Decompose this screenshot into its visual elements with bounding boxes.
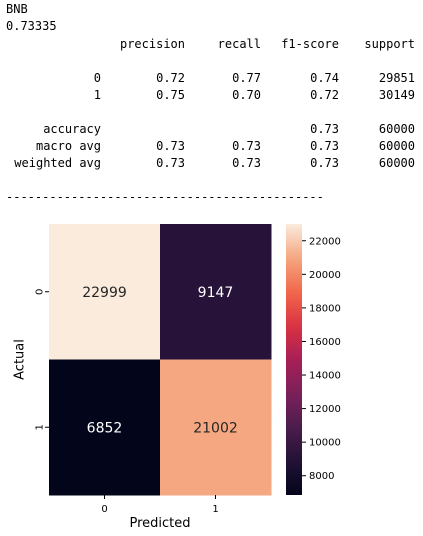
colorbar-tick-label: 10000 [309, 438, 341, 449]
accuracy-support: 60000 [378, 122, 415, 136]
colorbar-tick-label: 16000 [309, 337, 341, 348]
colorbar-tick-label: 18000 [309, 303, 341, 314]
row-label: 1 [93, 88, 101, 102]
y-axis-label: Actual [13, 339, 28, 380]
avg-f1: 0.73 [310, 139, 339, 153]
header-support: support [364, 37, 415, 51]
avg-precision: 0.73 [156, 139, 185, 153]
avg-label: weighted avg [14, 156, 101, 170]
cell-value-label: 21002 [193, 420, 238, 436]
header-recall: recall [217, 37, 261, 51]
cell-value-label: 6852 [87, 420, 123, 436]
heatmap-cell [160, 359, 272, 496]
colorbar-tick-label: 12000 [309, 404, 341, 415]
heatmap-cell [160, 224, 272, 360]
colorbar-tick-label: 22000 [309, 236, 341, 247]
header-precision: precision [119, 37, 185, 51]
avg-recall: 0.73 [232, 156, 261, 170]
avg-recall: 0.73 [232, 139, 261, 153]
accuracy-f1: 0.73 [310, 122, 339, 136]
avg-f1: 0.73 [310, 156, 339, 170]
row-precision: 0.72 [156, 71, 185, 85]
row-support: 30149 [378, 88, 415, 102]
avg-label: macro avg [35, 139, 101, 153]
accuracy-score: 0.73335 [6, 19, 57, 33]
heatmap-cell [49, 224, 161, 360]
y-tick-label: 0 [35, 289, 46, 295]
cell-value-label: 9147 [198, 285, 234, 301]
row-recall: 0.77 [232, 71, 261, 85]
row-f1: 0.72 [310, 88, 339, 102]
heatmap-cell [49, 359, 161, 496]
colorbar-tick-label: 8000 [309, 471, 334, 482]
colorbar-gradient [286, 224, 302, 495]
separator-line: ----------------------------------------… [6, 190, 324, 204]
row-f1: 0.74 [310, 71, 339, 85]
avg-precision: 0.73 [156, 156, 185, 170]
x-tick-label: 0 [101, 504, 107, 515]
y-tick-label: 1 [35, 424, 46, 430]
row-label: 0 [93, 71, 101, 85]
header-f1-score: f1-score [281, 37, 339, 51]
row-support: 29851 [378, 71, 415, 85]
model-name: BNB [6, 2, 28, 16]
cell-value-label: 22999 [82, 285, 127, 301]
colorbar-tick-label: 14000 [309, 371, 341, 382]
avg-support: 60000 [378, 156, 415, 170]
row-recall: 0.70 [232, 88, 261, 102]
x-tick-label: 1 [212, 504, 218, 515]
avg-support: 60000 [378, 139, 415, 153]
colorbar-tick-label: 20000 [309, 270, 341, 281]
accuracy-label: accuracy [43, 122, 101, 136]
row-precision: 0.75 [156, 88, 185, 102]
x-axis-label: Predicted [129, 516, 190, 531]
